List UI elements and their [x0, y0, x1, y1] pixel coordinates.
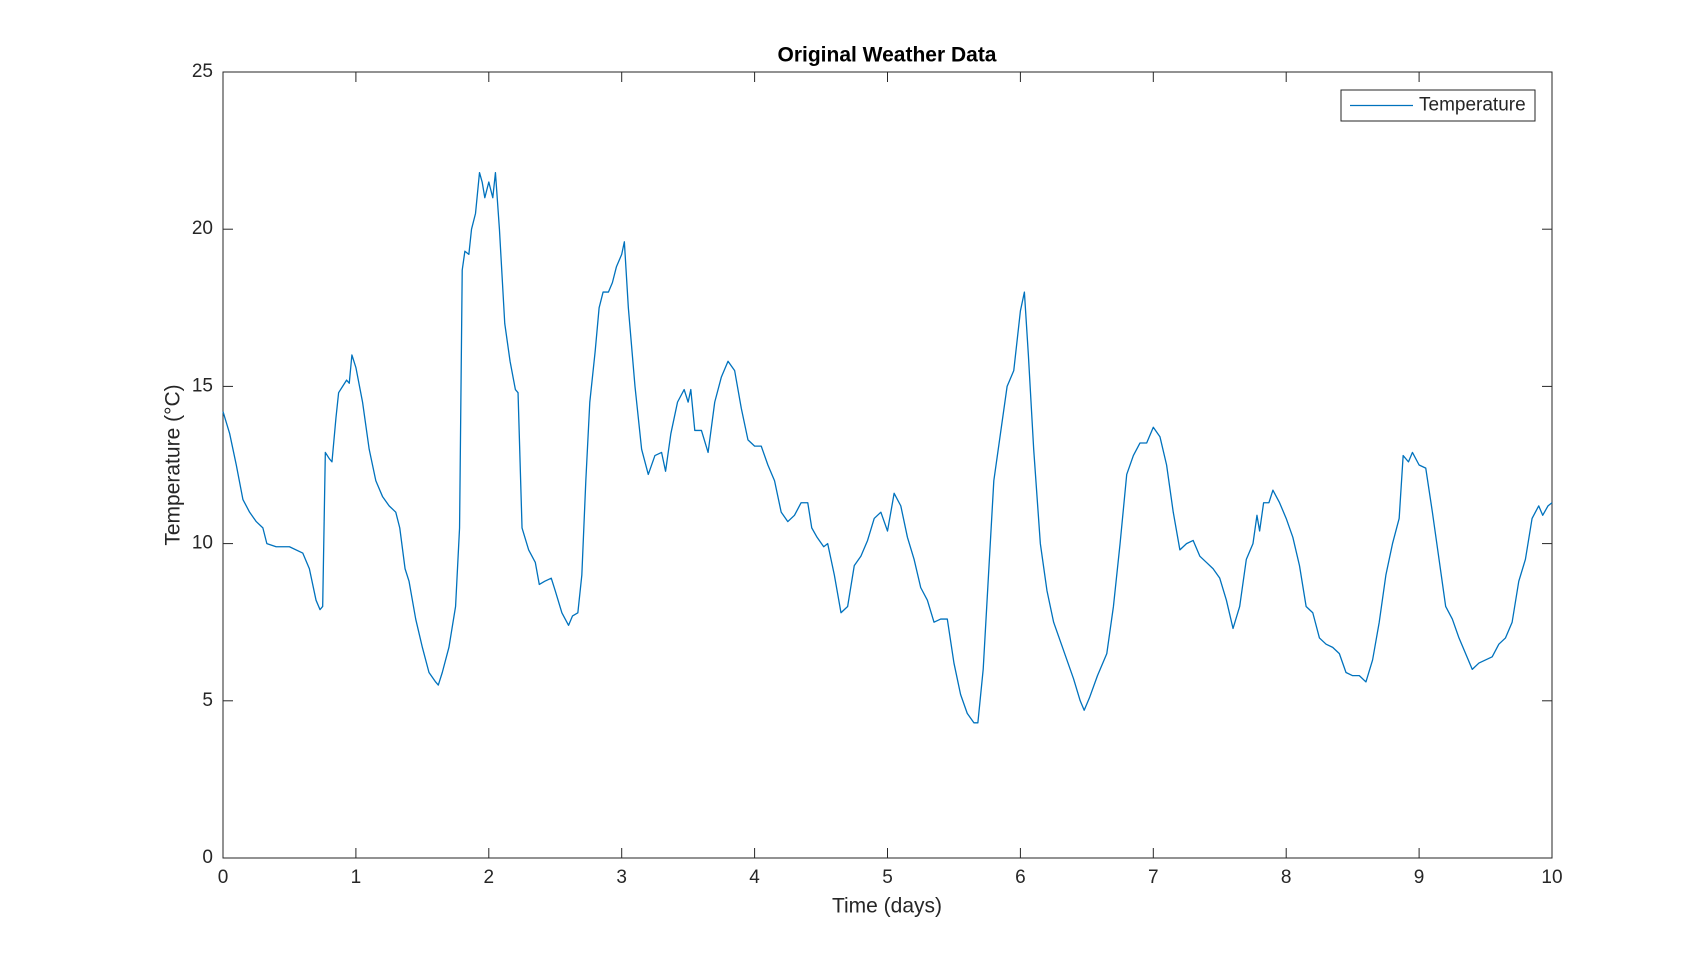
x-tick-label: 2: [484, 867, 495, 888]
x-tick-label: 0: [218, 867, 229, 888]
x-axis-label: Time (days): [832, 895, 942, 918]
x-tick-label: 1: [351, 867, 362, 888]
y-tick-label: 5: [202, 690, 213, 711]
x-tick-label: 9: [1414, 867, 1425, 888]
y-tick-label: 20: [192, 218, 213, 239]
x-tick-label: 5: [882, 867, 893, 888]
x-tick-label: 6: [1015, 867, 1026, 888]
chart-title: Original Weather Data: [777, 44, 996, 67]
legend-label: Temperature: [1419, 95, 1526, 116]
y-tick-label: 25: [192, 61, 213, 82]
x-tick-label: 8: [1281, 867, 1292, 888]
y-tick-label: 15: [192, 375, 213, 396]
x-tick-label: 7: [1148, 867, 1159, 888]
y-tick-label: 0: [202, 847, 213, 868]
x-tick-label: 4: [749, 867, 760, 888]
plot-area: [222, 71, 1553, 859]
x-tick-label: 3: [616, 867, 627, 888]
y-tick-label: 10: [192, 533, 213, 554]
x-tick-label: 10: [1541, 867, 1562, 888]
data-line: [222, 171, 1553, 724]
y-axis-label: Temperature (°C): [162, 384, 185, 545]
